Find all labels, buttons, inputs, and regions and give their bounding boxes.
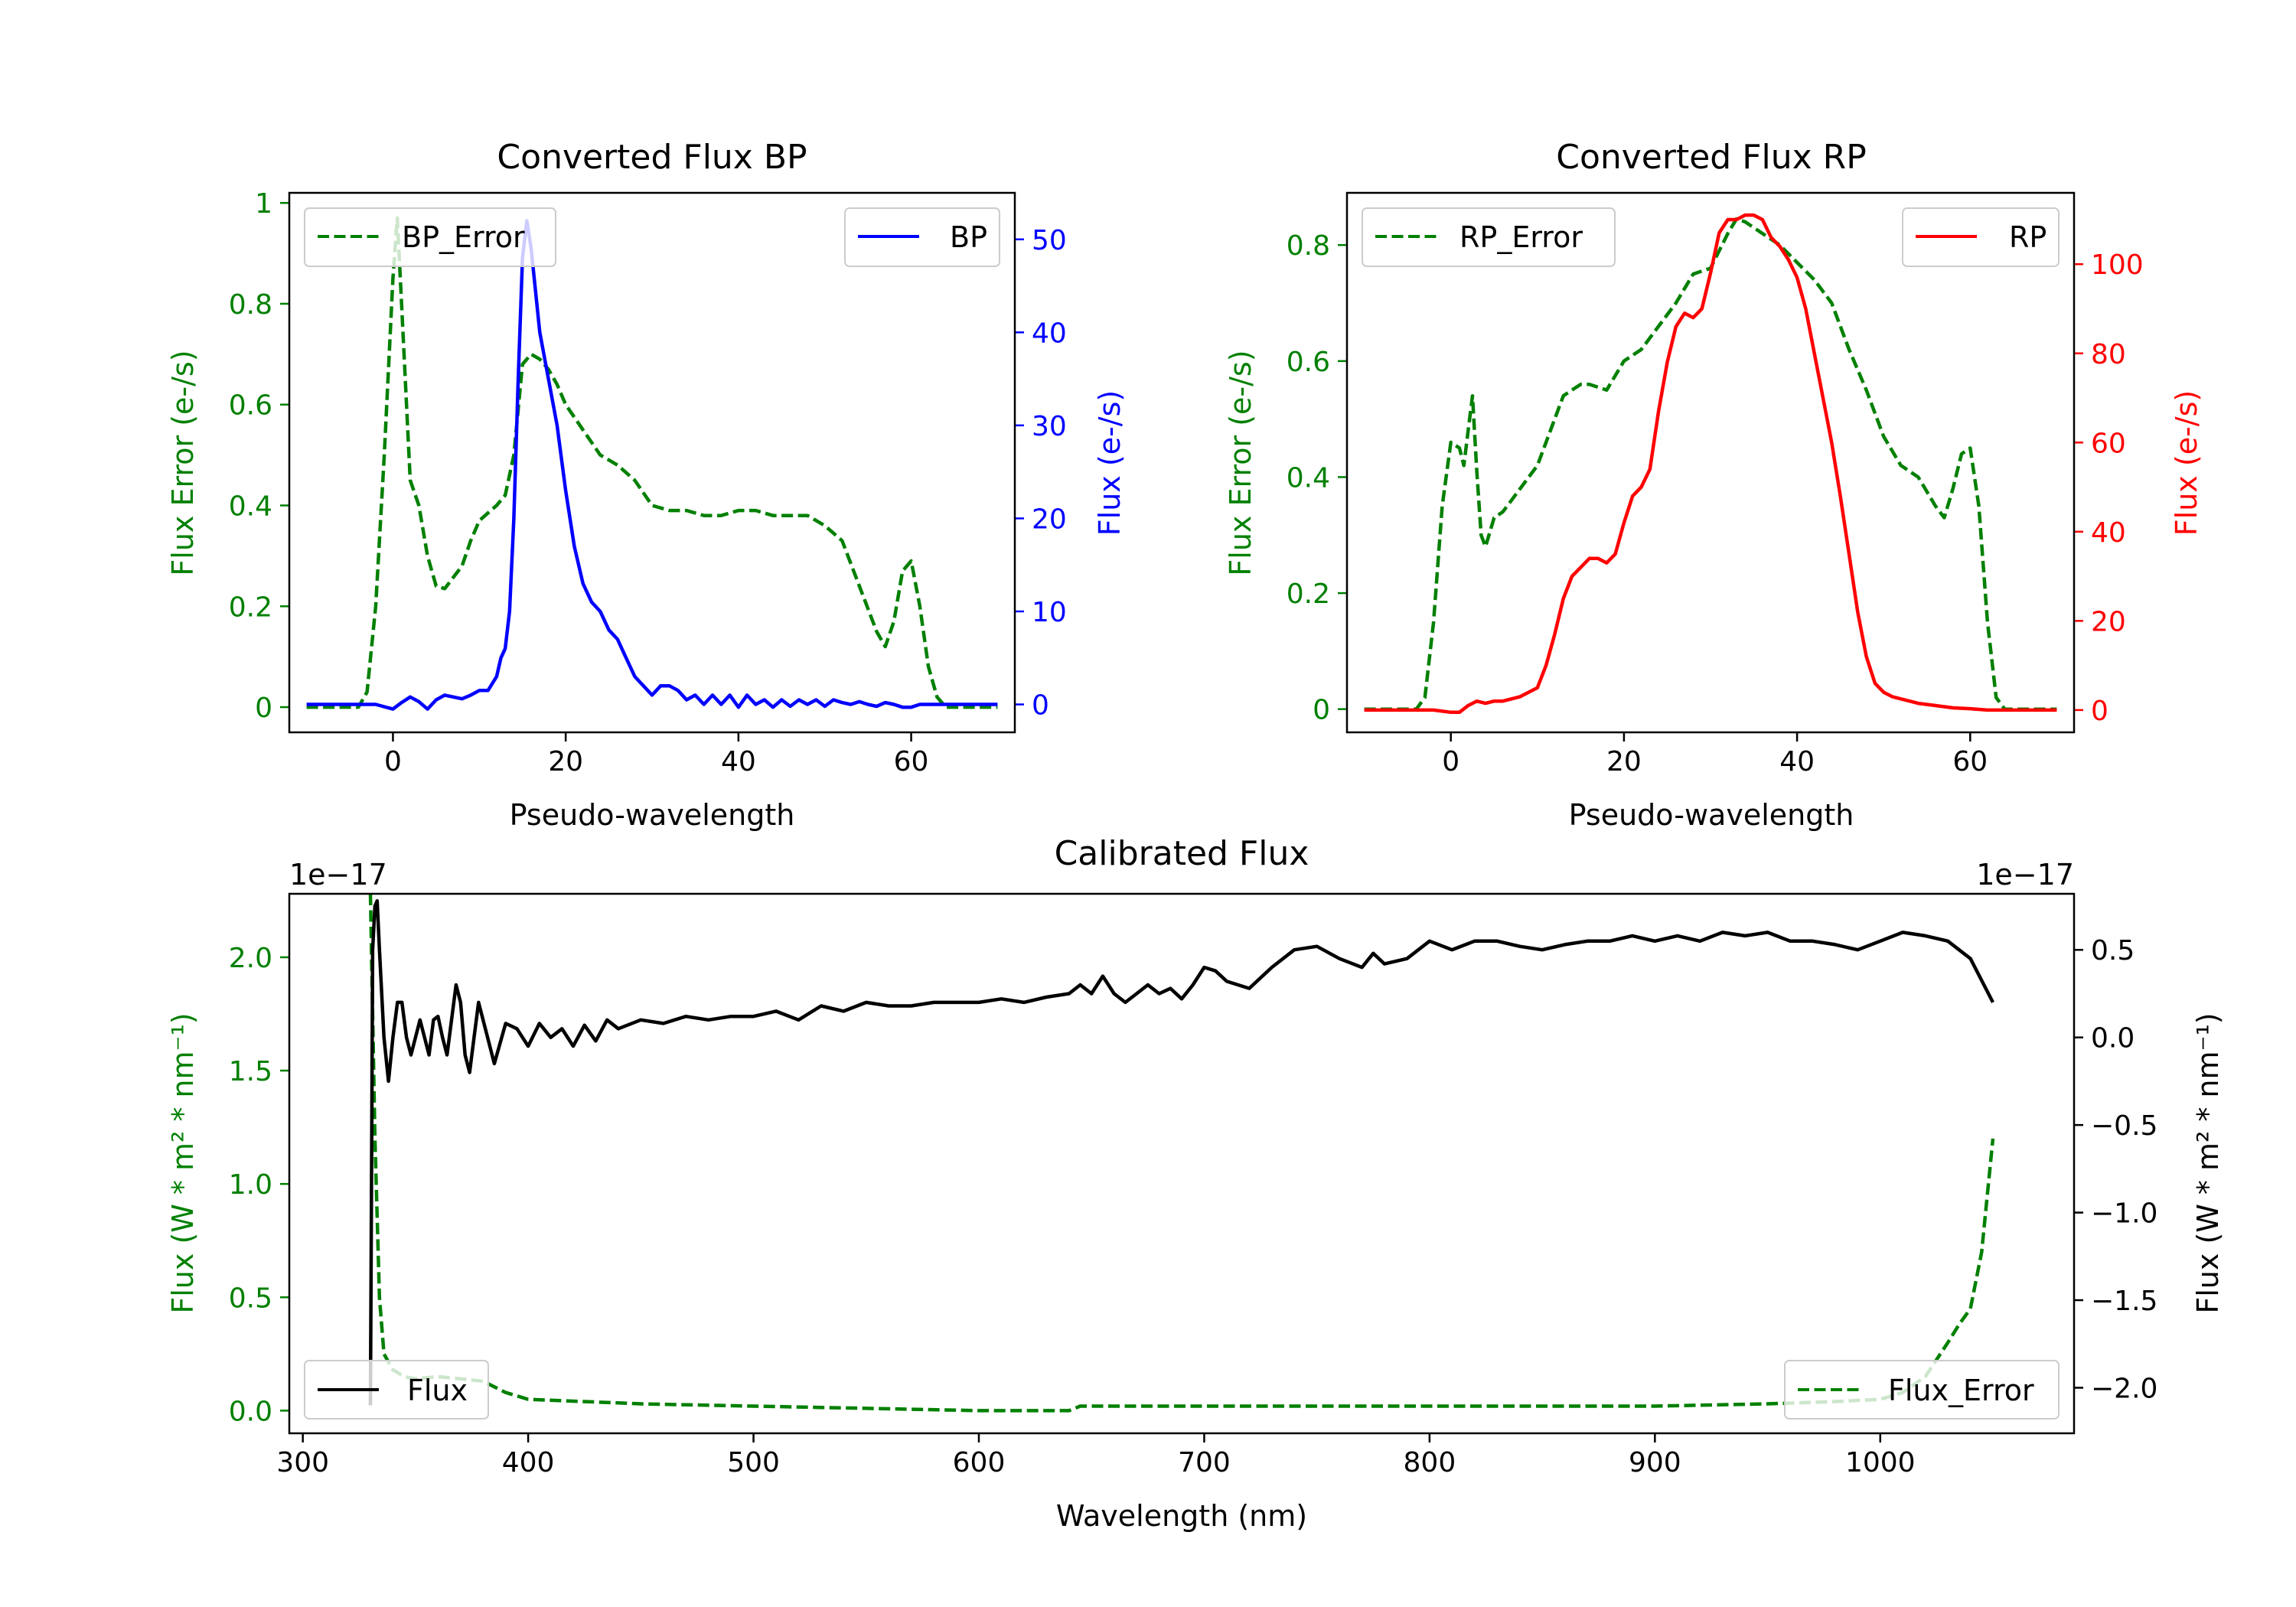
bp-right-y-tick-label: 20 [1032,504,1067,535]
rp-left-y-tick-label: 0.6 [1287,347,1330,378]
bp-left-y-tick-label: 0.4 [229,491,272,523]
calibrated-left-y-tick-label: 1.0 [229,1169,272,1201]
bp-plot-frame [288,191,1016,734]
calibrated-right-offset-label: 1e−17 [1976,858,2074,892]
calibrated-flux-legend-label: Flux [407,1374,468,1407]
rp-right-y-axis-label: Flux (e-/s) [2170,390,2203,536]
calibrated-x-tick-label: 700 [1178,1447,1231,1478]
rp-series-rp-error-line [1364,217,2057,711]
bp-series-bp-error-line [306,216,998,709]
rp-left-y-tick-label: 0.8 [1287,230,1330,262]
rp-left-y-tick-label: 0 [1313,695,1330,726]
rp-right-y-tick-label: 0 [2091,696,2108,727]
rp-right-y-tick-label: 80 [2091,339,2126,370]
calibrated-left-y-tick-label: 1.5 [229,1056,272,1087]
calibrated-right-y-tick-label: −2.0 [2091,1373,2157,1404]
calibrated-right-y-tick-label: 0.5 [2091,935,2135,966]
calibrated-error-legend-label: Flux_Error [1888,1374,2034,1407]
bp-left-y-tick-label: 0.6 [229,390,272,422]
bp-chart-panel: Converted Flux BP 0 20 40 6000.20.40.60.810… [166,138,1127,832]
bp-right-y-tick-label: 40 [1032,318,1067,349]
rp-error-legend: RP_Error [1362,207,1616,267]
calibrated-x-tick-label: 600 [953,1447,1006,1478]
calibrated-left-y-tick-label: 0.0 [229,1396,272,1427]
calibrated-flux-legend: Flux [304,1360,489,1420]
rp-right-y-tick-label: 40 [2091,517,2126,549]
bp-flux-legend: BP [844,207,1000,267]
calibrated-right-y-tick-label: −0.5 [2091,1110,2157,1142]
rp-left-y-tick-label: 0.2 [1287,579,1330,610]
calibrated-right-y-tick-label: −1.0 [2091,1198,2157,1230]
rp-chart-panel: Converted Flux RP 0 20 40 60 0 0.2 0.4 0.6 0.8 0 2… [1224,138,2203,832]
rp-flux-legend: RP [1902,207,2060,267]
bp-error-legend: BP_Error [304,207,556,267]
bp-x-tick-label: 60 [894,746,929,777]
calibrated-plot-frame [288,892,2076,1435]
calibrated-right-y-tick-label: 0.0 [2091,1023,2135,1054]
rp-x-tick-label: 20 [1606,746,1642,777]
rp-x-tick-label: 0 [1442,746,1459,777]
calibrated-series-flux-error-line [368,894,1995,1413]
calibrated-right-y-axis-label: Flux (W * m² * nm⁻¹) [2191,1012,2225,1313]
calibrated-left-y-axis-label: Flux (W * m² * nm⁻¹) [166,1012,200,1313]
rp-left-y-axis-label: Flux Error (e-/s) [1224,350,1257,575]
bp-left-y-tick-label: 0 [255,693,272,724]
bp-chart-title: Converted Flux BP [497,138,807,177]
rp-x-tick-label: 40 [1779,746,1815,777]
rp-x-axis-label: Pseudo-wavelength [1569,798,1854,832]
bp-series-bp-line [306,219,998,711]
rp-left-y-tick-label: 0.4 [1287,462,1330,494]
calibrated-left-y-tick-label: 0.5 [229,1283,272,1314]
calibrated-x-tick-label: 500 [727,1447,780,1478]
rp-right-y-tick-label: 60 [2091,428,2126,459]
calibrated-x-tick-label: 400 [502,1447,555,1478]
rp-series-rp-line [1364,213,2057,715]
bp-flux-legend-label: BP [950,220,987,254]
bp-right-y-tick-label: 50 [1032,225,1067,256]
bp-left-y-tick-label: 0.8 [229,289,272,321]
rp-flux-legend-label: RP [2009,220,2047,254]
bp-x-tick-label: 0 [384,746,402,777]
calibrated-x-axis-label: Wavelength (nm) [1056,1499,1307,1533]
rp-x-tick-label: 60 [1952,746,1988,777]
rp-right-y-tick-label: 100 [2091,249,2144,281]
calibrated-x-tick-label: 900 [1629,1447,1681,1478]
calibrated-flux-panel: Calibrated Flux 300 400 500 600 700 800 900 100… [166,834,2225,1533]
bp-right-y-axis-label: Flux (e-/s) [1093,390,1127,536]
calibrated-series-flux-line [368,898,1995,1406]
bp-right-y-tick-label: 30 [1032,411,1067,442]
bp-left-y-tick-label: 0.2 [229,592,272,623]
calibrated-x-tick-label: 800 [1404,1447,1456,1478]
calibrated-left-y-tick-label: 2.0 [229,943,272,974]
rp-right-y-tick-label: 20 [2091,606,2126,637]
bp-error-legend-label: BP_Error [402,220,525,254]
calibrated-error-legend: Flux_Error [1784,1360,2060,1420]
calibrated-chart-title: Calibrated Flux [1055,834,1309,873]
bp-x-axis-label: Pseudo-wavelength [510,798,795,832]
calibrated-x-tick-label: 1000 [1845,1447,1916,1478]
bp-right-y-tick-label: 0 [1032,690,1049,722]
rp-error-legend-label: RP_Error [1459,220,1583,254]
rp-chart-title: Converted Flux RP [1556,138,1867,177]
calibrated-right-y-tick-label: −1.5 [2091,1286,2157,1317]
bp-left-y-axis-label: Flux Error (e-/s) [166,350,200,575]
rp-plot-frame [1345,191,2076,734]
calibrated-left-offset-label: 1e−17 [289,858,387,892]
bp-x-tick-label: 20 [548,746,583,777]
bp-right-y-tick-label: 10 [1032,597,1067,628]
bp-x-tick-label: 40 [721,746,756,777]
bp-left-y-tick-label: 1 [255,188,272,220]
calibrated-x-tick-label: 300 [276,1447,329,1478]
